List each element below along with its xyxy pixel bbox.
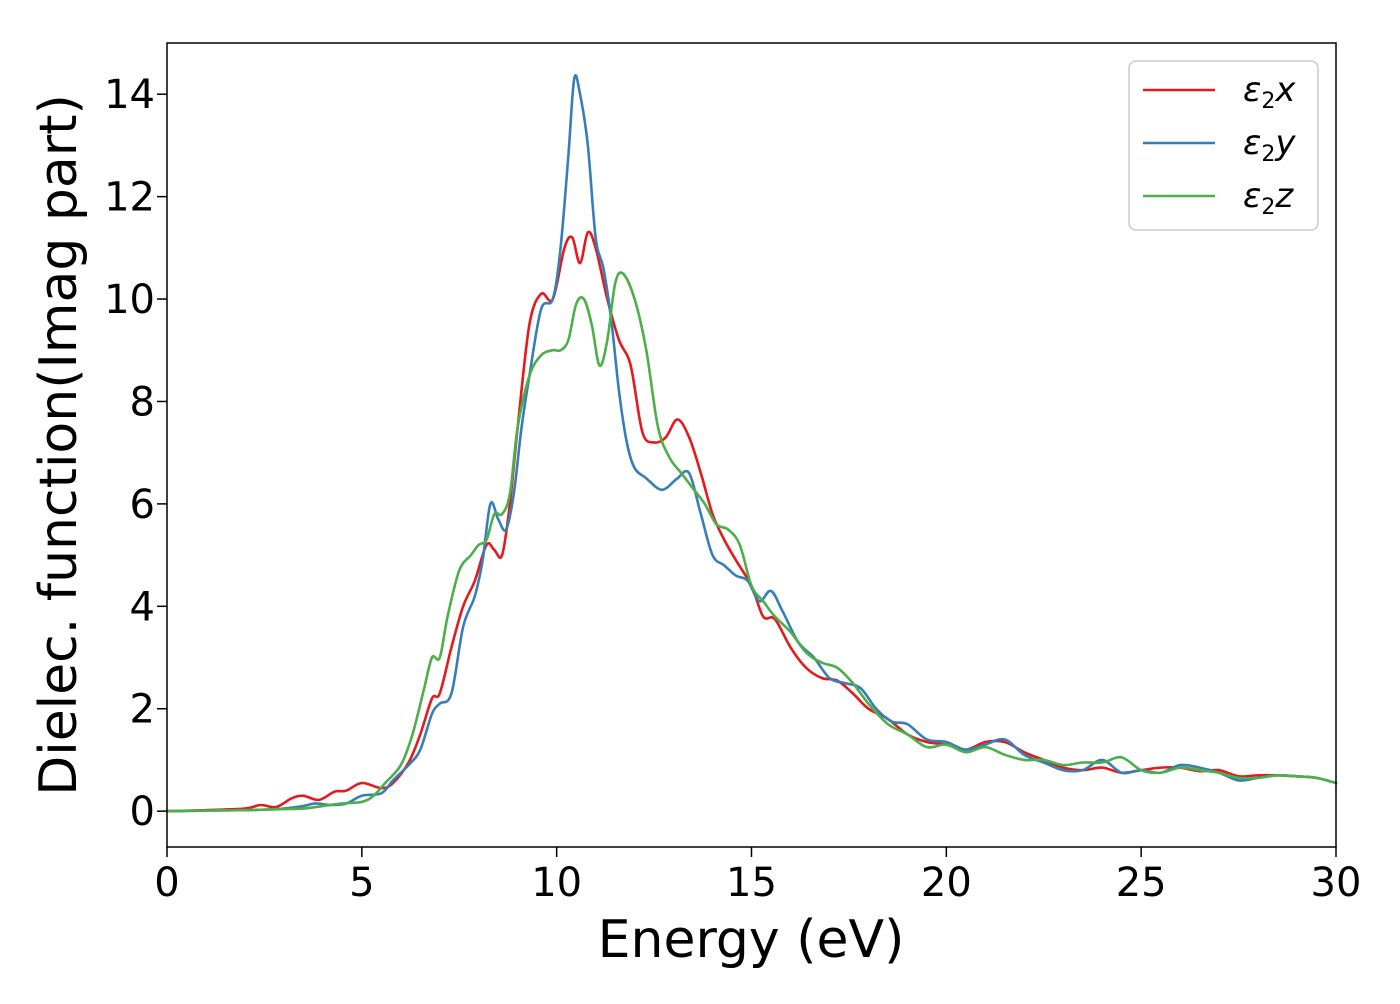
legend-frame xyxy=(1128,60,1319,231)
y-tick-label: 2 xyxy=(130,687,155,733)
x-tick-label: 5 xyxy=(349,860,374,906)
x-tick-label: 25 xyxy=(1116,860,1167,906)
y-tick-label: 6 xyxy=(130,482,155,528)
legend-label-3: ε2z xyxy=(1243,176,1294,220)
series-line-1 xyxy=(165,230,1338,813)
y-tick-label: 0 xyxy=(130,789,155,835)
y-axis: 0 2 4 6 8 10 12 14 xyxy=(104,72,167,835)
y-tick-label: 14 xyxy=(104,72,155,118)
y-tick-label: 10 xyxy=(104,277,155,323)
x-tick-label: 30 xyxy=(1311,860,1362,906)
y-tick-label: 12 xyxy=(104,175,155,221)
x-tick-label: 0 xyxy=(154,860,179,906)
y-tick-label: 8 xyxy=(130,379,155,425)
legend: ε2x ε2y ε2z xyxy=(1128,60,1319,231)
legend-label-1: ε2x xyxy=(1243,70,1296,114)
x-axis: 0 5 10 15 20 25 30 xyxy=(154,847,1361,906)
y-axis-label: Dielec. function(Imag part) xyxy=(29,94,89,796)
x-tick-label: 15 xyxy=(726,860,777,906)
x-axis-label: Energy (eV) xyxy=(598,910,905,970)
x-tick-label: 20 xyxy=(921,860,972,906)
x-tick-label: 10 xyxy=(531,860,582,906)
series-line-2 xyxy=(165,74,1338,813)
series-line-3 xyxy=(165,271,1338,813)
y-tick-label: 4 xyxy=(130,584,155,630)
legend-label-2: ε2y xyxy=(1243,123,1296,167)
series-layer xyxy=(165,74,1338,813)
